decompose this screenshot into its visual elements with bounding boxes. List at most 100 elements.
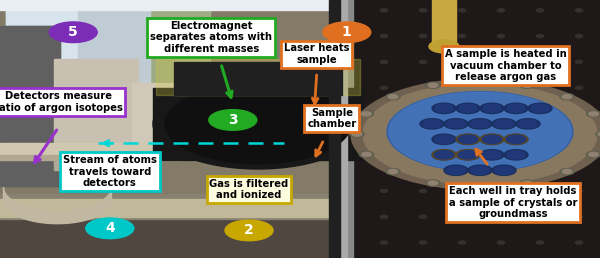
Bar	[432, 0, 456, 46]
Circle shape	[419, 86, 427, 89]
Circle shape	[562, 95, 572, 99]
Circle shape	[458, 241, 466, 244]
Circle shape	[444, 165, 468, 175]
Circle shape	[359, 111, 374, 117]
Circle shape	[575, 60, 583, 63]
Circle shape	[380, 164, 388, 167]
Circle shape	[575, 164, 583, 167]
Bar	[174, 62, 342, 95]
Bar	[54, 144, 138, 170]
Bar	[156, 59, 360, 95]
Circle shape	[458, 138, 466, 141]
Circle shape	[504, 134, 528, 144]
Circle shape	[341, 60, 349, 63]
Bar	[340, 0, 353, 258]
Circle shape	[586, 111, 600, 117]
Circle shape	[530, 104, 550, 112]
Text: Sample
chamber: Sample chamber	[307, 108, 356, 130]
Circle shape	[422, 120, 442, 128]
Circle shape	[458, 164, 466, 167]
Circle shape	[458, 135, 478, 143]
Circle shape	[575, 112, 583, 115]
Circle shape	[419, 164, 427, 167]
Text: Electromagnet
separates atoms with
different masses: Electromagnet separates atoms with diffe…	[150, 21, 272, 54]
Circle shape	[362, 152, 371, 156]
Circle shape	[589, 112, 598, 116]
Circle shape	[504, 103, 528, 114]
Bar	[0, 0, 333, 258]
Circle shape	[473, 184, 487, 190]
Circle shape	[380, 112, 388, 115]
Circle shape	[386, 94, 400, 100]
Circle shape	[536, 241, 544, 244]
Circle shape	[458, 60, 466, 63]
Circle shape	[350, 131, 364, 137]
Text: 1: 1	[342, 25, 352, 39]
Circle shape	[506, 135, 526, 143]
Circle shape	[419, 60, 427, 63]
Circle shape	[341, 112, 349, 115]
Bar	[174, 62, 342, 95]
Circle shape	[432, 103, 456, 114]
Circle shape	[434, 104, 454, 112]
Circle shape	[494, 166, 514, 174]
Circle shape	[492, 165, 516, 175]
Bar	[329, 0, 340, 258]
Circle shape	[458, 215, 466, 218]
Circle shape	[470, 120, 490, 128]
Circle shape	[380, 35, 388, 38]
Bar	[0, 143, 162, 156]
Circle shape	[388, 95, 398, 99]
Circle shape	[575, 215, 583, 218]
Circle shape	[428, 83, 438, 87]
Bar	[0, 26, 60, 186]
Circle shape	[536, 86, 544, 89]
Circle shape	[586, 151, 600, 157]
Circle shape	[225, 220, 273, 241]
Bar	[174, 95, 210, 160]
Circle shape	[575, 189, 583, 192]
Circle shape	[458, 35, 466, 38]
Circle shape	[475, 185, 485, 189]
Circle shape	[352, 132, 362, 136]
Circle shape	[419, 189, 427, 192]
Circle shape	[475, 79, 485, 83]
Bar	[6, 5, 150, 98]
Circle shape	[419, 241, 427, 244]
Circle shape	[380, 138, 388, 141]
Circle shape	[456, 134, 480, 144]
Circle shape	[341, 215, 349, 218]
Circle shape	[497, 164, 505, 167]
Circle shape	[589, 152, 598, 156]
Circle shape	[504, 134, 528, 144]
Circle shape	[536, 215, 544, 218]
Circle shape	[516, 119, 540, 129]
Circle shape	[420, 119, 444, 129]
Circle shape	[506, 151, 526, 159]
Circle shape	[536, 189, 544, 192]
Text: 4: 4	[105, 221, 115, 235]
Circle shape	[419, 35, 427, 38]
Bar	[153, 88, 363, 160]
Circle shape	[575, 86, 583, 89]
Circle shape	[504, 150, 528, 160]
Circle shape	[497, 60, 505, 63]
Circle shape	[575, 9, 583, 12]
Bar	[0, 155, 162, 160]
Bar	[54, 59, 138, 150]
Circle shape	[419, 112, 427, 115]
Circle shape	[497, 9, 505, 12]
Bar	[150, 5, 210, 98]
Circle shape	[380, 215, 388, 218]
Circle shape	[458, 151, 478, 159]
Circle shape	[494, 120, 514, 128]
Circle shape	[153, 79, 363, 169]
Circle shape	[388, 170, 398, 174]
Circle shape	[482, 135, 502, 143]
Circle shape	[482, 104, 502, 112]
Circle shape	[506, 104, 526, 112]
Circle shape	[387, 92, 573, 172]
Circle shape	[380, 241, 388, 244]
Circle shape	[429, 40, 459, 53]
Circle shape	[446, 120, 466, 128]
